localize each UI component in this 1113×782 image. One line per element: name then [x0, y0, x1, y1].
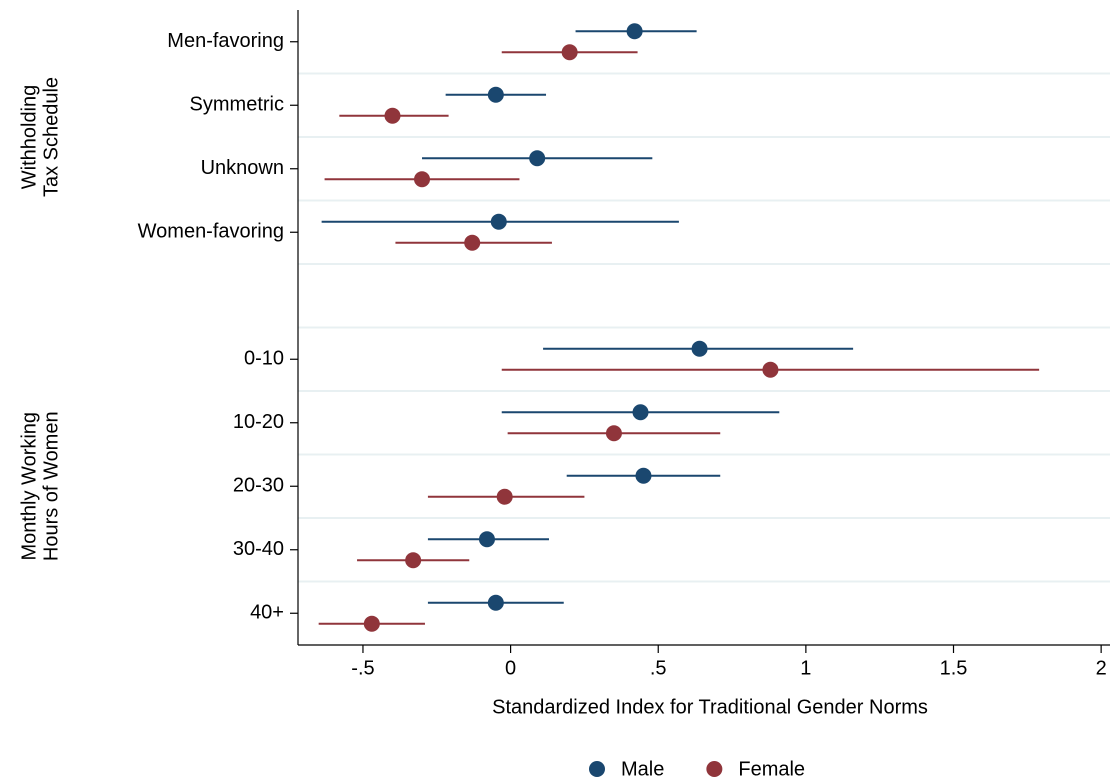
x-tick-label: .5 [650, 657, 667, 679]
point [635, 467, 652, 484]
point [487, 594, 504, 611]
y-tick-label: 40+ [250, 602, 284, 624]
point [626, 23, 643, 40]
point [487, 86, 504, 103]
group-label: Monthly Working [18, 412, 40, 561]
point [414, 171, 431, 188]
group-label: Hours of Women [40, 411, 62, 561]
y-tick-label: 10-20 [233, 411, 284, 433]
group-label: Withholding [18, 85, 40, 190]
group-label: Tax Schedule [40, 77, 62, 197]
point [405, 552, 422, 569]
x-tick-label: 2 [1096, 657, 1107, 679]
point [529, 150, 546, 167]
point [464, 234, 481, 251]
legend-label: Female [738, 758, 805, 780]
point [478, 531, 495, 548]
y-tick-label: 20-30 [233, 475, 284, 497]
y-tick-label: Symmetric [190, 94, 284, 116]
legend-marker [589, 761, 605, 777]
x-tick-label: -.5 [351, 657, 374, 679]
x-tick-label: 1 [800, 657, 811, 679]
y-tick-label: Women-favoring [138, 221, 284, 243]
y-tick-label: Unknown [201, 157, 284, 179]
point [762, 361, 779, 378]
point [363, 615, 380, 632]
x-tick-label: 1.5 [940, 657, 968, 679]
x-axis-title: Standardized Index for Traditional Gende… [492, 696, 928, 718]
y-tick-label: 0-10 [244, 348, 284, 370]
point [605, 425, 622, 442]
point [561, 44, 578, 61]
point [384, 107, 401, 124]
y-tick-label: 30-40 [233, 538, 284, 560]
legend-marker [706, 761, 723, 777]
point [496, 488, 513, 505]
legend-label: Male [621, 758, 664, 780]
point [691, 340, 708, 357]
point [632, 404, 649, 421]
y-tick-label: Men-favoring [167, 30, 284, 52]
x-tick-label: 0 [505, 657, 516, 679]
point [490, 213, 507, 230]
